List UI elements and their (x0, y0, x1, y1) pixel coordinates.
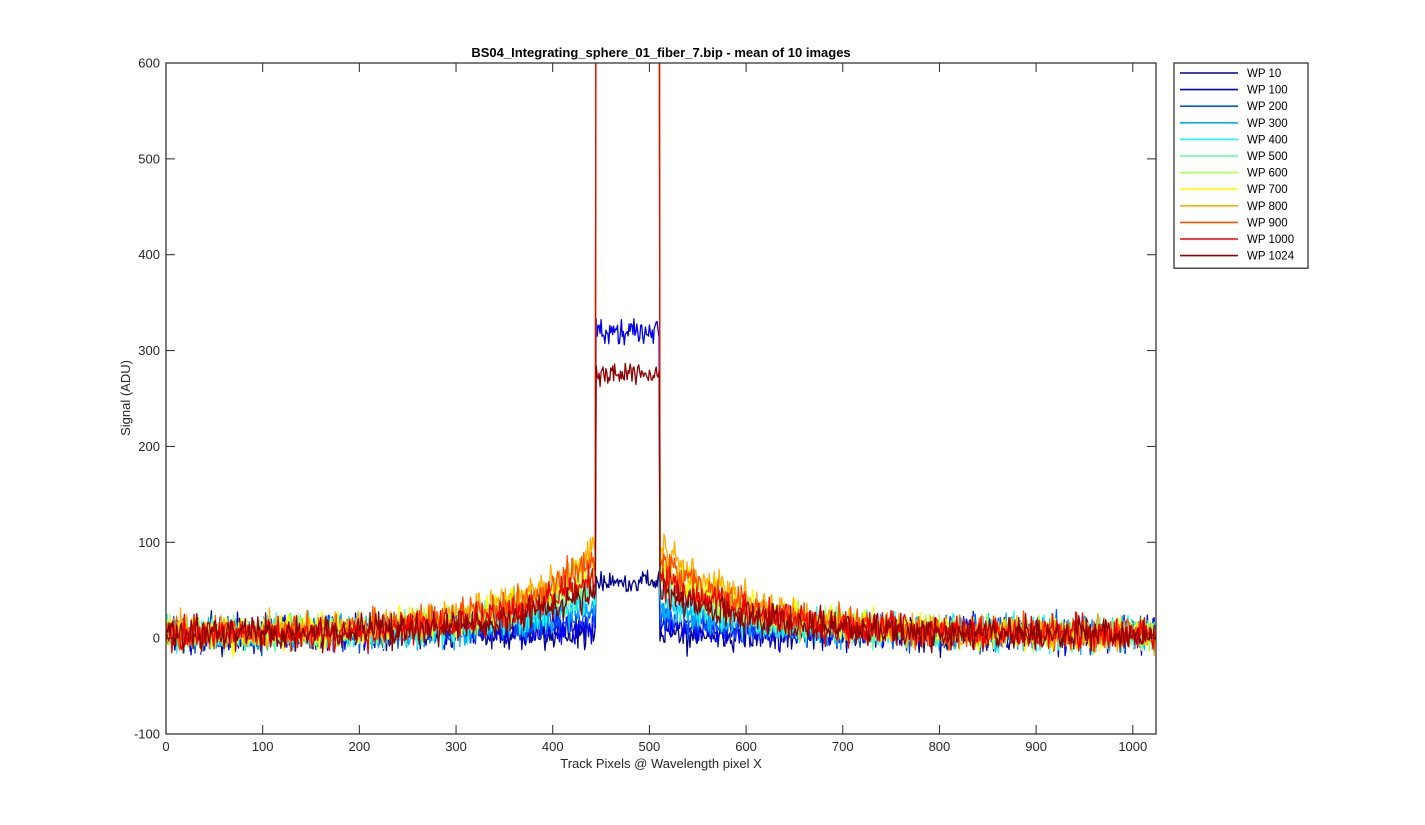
legend-box (1173, 62, 1309, 269)
y-tick-label: 300 (138, 343, 160, 358)
y-tick-label: -100 (134, 727, 160, 742)
legend-entry: WP 800 (1247, 201, 1288, 213)
legend-entry: WP 400 (1247, 134, 1288, 146)
y-tick-label: 400 (138, 247, 160, 262)
legend-entry: WP 100 (1247, 85, 1288, 97)
x-tick-label: 700 (832, 739, 854, 754)
chart-title: BS04_Integrating_sphere_01_fiber_7.bip -… (471, 45, 850, 60)
x-tick-label: 1000 (1118, 739, 1147, 754)
y-axis: -100 0 100 200 300 400 500 600 (134, 56, 1156, 742)
x-tick-label: 800 (929, 739, 951, 754)
legend-entry: WP 300 (1247, 118, 1288, 130)
x-tick-label: 400 (542, 739, 564, 754)
y-tick-label: 600 (138, 56, 160, 71)
x-tick-label: 300 (445, 739, 467, 754)
legend-entry: WP 1000 (1247, 234, 1294, 246)
y-tick-label: 200 (138, 439, 160, 454)
x-axis-label: Track Pixels @ Wavelength pixel X (560, 756, 762, 771)
legend: WP 10 WP 100 WP 200 WP 300 WP 400 WP 500 WP 60… (1173, 62, 1309, 269)
y-axis-label: Signal (ADU) (118, 360, 133, 436)
legend-entry: WP 600 (1247, 168, 1288, 180)
x-axis: 0 100 200 300 400 500 600 700 800 900 1000 (162, 63, 1147, 754)
legend-entry: WP 200 (1247, 101, 1288, 113)
x-tick-label: 500 (639, 739, 661, 754)
y-tick-label: 0 (153, 631, 160, 646)
x-tick-label: 600 (735, 739, 757, 754)
legend-entry: WP 10 (1247, 68, 1281, 80)
legend-entry: WP 1024 (1247, 251, 1295, 263)
series-line (166, 362, 1156, 654)
x-tick-label: 100 (252, 739, 274, 754)
y-tick-label: 500 (138, 151, 160, 166)
series-group (166, 63, 1156, 659)
legend-entry: WP 900 (1247, 217, 1288, 229)
plot-area-frame (165, 62, 1157, 735)
x-tick-label: 200 (349, 739, 371, 754)
x-tick-label: 900 (1025, 739, 1047, 754)
legend-entry: WP 500 (1247, 151, 1288, 163)
x-tick-label: 0 (162, 739, 169, 754)
y-tick-label: 100 (138, 535, 160, 550)
legend-entry: WP 700 (1247, 184, 1288, 196)
